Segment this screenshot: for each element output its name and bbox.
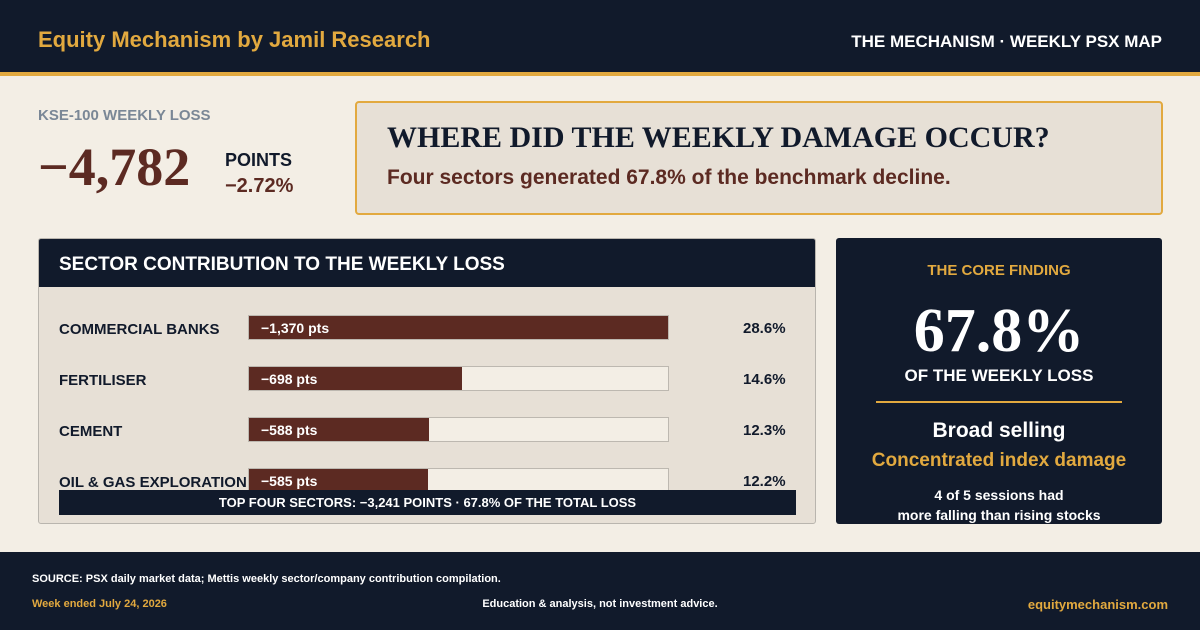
question-title: WHERE DID THE WEEKLY DAMAGE OCCUR?	[387, 121, 1050, 154]
finding-value: 67.8%	[913, 297, 1085, 365]
bar	[249, 418, 429, 441]
kse-loss-label: KSE-100 WEEKLY LOSS	[38, 107, 211, 124]
bar	[249, 367, 463, 390]
bar-value-label: −585 pts	[261, 473, 318, 489]
footer-bar: SOURCE: PSX daily market data; Mettis we…	[0, 552, 1200, 630]
bar-value-label: −1,370 pts	[261, 320, 330, 336]
bar	[249, 469, 428, 492]
kse-loss-percent: −2.72%	[225, 175, 294, 197]
kse-loss-value: −4,782	[38, 137, 191, 197]
kse-loss-unit: POINTS	[225, 150, 293, 170]
question-subtitle: Four sectors generated 67.8% of the benc…	[387, 166, 951, 189]
site-link[interactable]: equitymechanism.com	[1027, 597, 1168, 612]
bar-track: −698 pts	[248, 366, 669, 391]
series-title: THE MECHANISM · WEEKLY PSX MAP	[851, 32, 1162, 51]
question-box: WHERE DID THE WEEKLY DAMAGE OCCUR? Four …	[355, 101, 1163, 215]
sector-share: 12.3%	[743, 422, 786, 439]
sector-chart-panel: SECTOR CONTRIBUTION TO THE WEEKLY LOSS C…	[38, 238, 816, 524]
bar	[249, 316, 668, 339]
chart-title: SECTOR CONTRIBUTION TO THE WEEKLY LOSS	[59, 254, 505, 275]
finding-note-2: more falling than rising stocks	[897, 507, 1101, 523]
bar-track: −588 pts	[248, 417, 669, 442]
sector-label: FERTILISER	[59, 372, 147, 389]
finding-line-concentrated: Concentrated index damage	[871, 450, 1127, 471]
finding-caption: OF THE WEEKLY LOSS	[904, 366, 1094, 385]
core-finding-card: THE CORE FINDING 67.8% OF THE WEEKLY LOS…	[836, 238, 1162, 524]
sector-share: 28.6%	[743, 320, 786, 337]
finding-label: THE CORE FINDING	[927, 262, 1071, 279]
bar-track: −1,370 pts	[248, 315, 669, 340]
finding-note-1: 4 of 5 sessions had	[934, 487, 1064, 503]
sector-label: COMMERCIAL BANKS	[59, 321, 220, 338]
disclaimer: Education & analysis, not investment adv…	[482, 598, 718, 610]
sector-share: 12.2%	[743, 473, 786, 490]
week-label: Week ended July 24, 2026	[32, 598, 167, 610]
bar-value-label: −588 pts	[261, 422, 318, 438]
sector-label: OIL & GAS EXPLORATION	[59, 474, 247, 491]
source-note: SOURCE: PSX daily market data; Mettis we…	[32, 573, 501, 585]
chart-header: SECTOR CONTRIBUTION TO THE WEEKLY LOSS	[39, 239, 815, 287]
bar-value-label: −698 pts	[261, 371, 318, 387]
header-bar: Equity Mechanism by Jamil Research THE M…	[0, 0, 1200, 76]
chart-summary: TOP FOUR SECTORS: −3,241 POINTS · 67.8% …	[59, 490, 796, 515]
finding-line-broad: Broad selling	[932, 419, 1066, 442]
finding-divider	[876, 401, 1122, 403]
sector-label: CEMENT	[59, 423, 123, 440]
brand-title: Equity Mechanism by Jamil Research	[38, 27, 431, 52]
bar-track: −585 pts	[248, 468, 669, 493]
sector-share: 14.6%	[743, 371, 786, 388]
